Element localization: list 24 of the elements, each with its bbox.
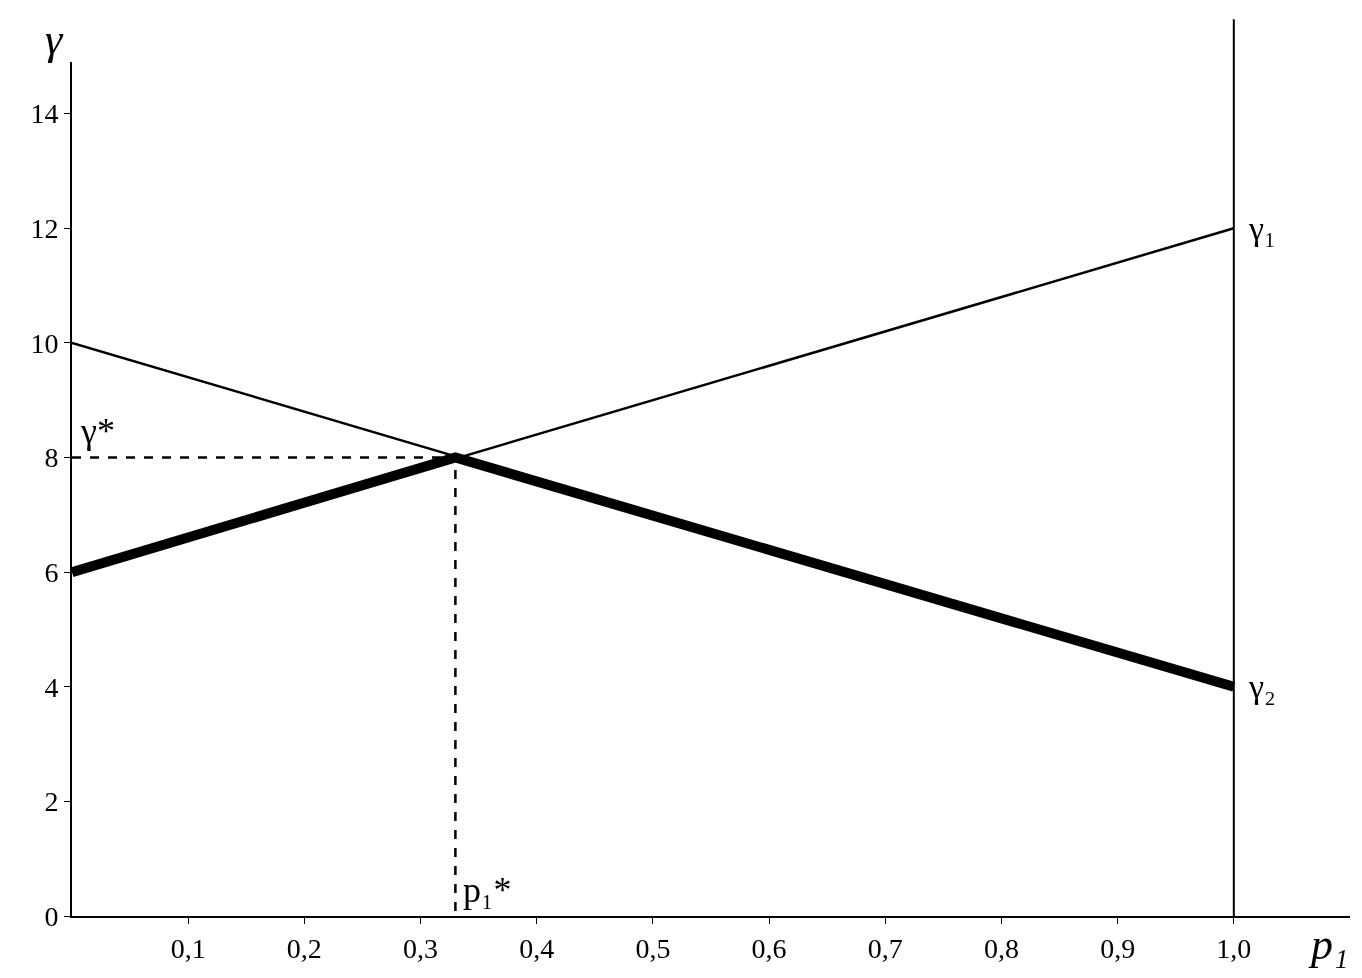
x-tick-label: 1,0 [1216,932,1252,964]
x-tick-label: 0,9 [1100,932,1136,964]
y-tick-label: 14 [30,98,59,130]
x-tick-label: 0,1 [170,932,206,964]
annotation: p₁* [463,870,512,910]
y-tick-label: 8 [44,442,59,474]
x-tick-label: 0,7 [867,932,903,964]
series-label: γ₁ [1248,210,1276,247]
x-tick-label: 0,2 [286,932,322,964]
y-tick-label: 12 [30,213,59,245]
y-tick-label: 0 [44,900,59,932]
x-tick-label: 0,3 [403,932,439,964]
y-tick-label: 4 [44,671,59,703]
y-tick-label: 6 [44,556,59,588]
x-tick-label: 0,4 [519,932,555,964]
x-tick-label: 0,8 [983,932,1019,964]
y-tick-label: 10 [30,327,59,359]
annotation: γ* [80,411,115,451]
x-tick-label: 0,6 [751,932,787,964]
y-axis-title: γ [45,15,64,64]
x-tick-label: 0,5 [635,932,671,964]
series-label: γ₂ [1248,668,1276,705]
y-tick-label: 2 [44,786,59,818]
x-axis-title: p₁ [1308,920,1349,969]
